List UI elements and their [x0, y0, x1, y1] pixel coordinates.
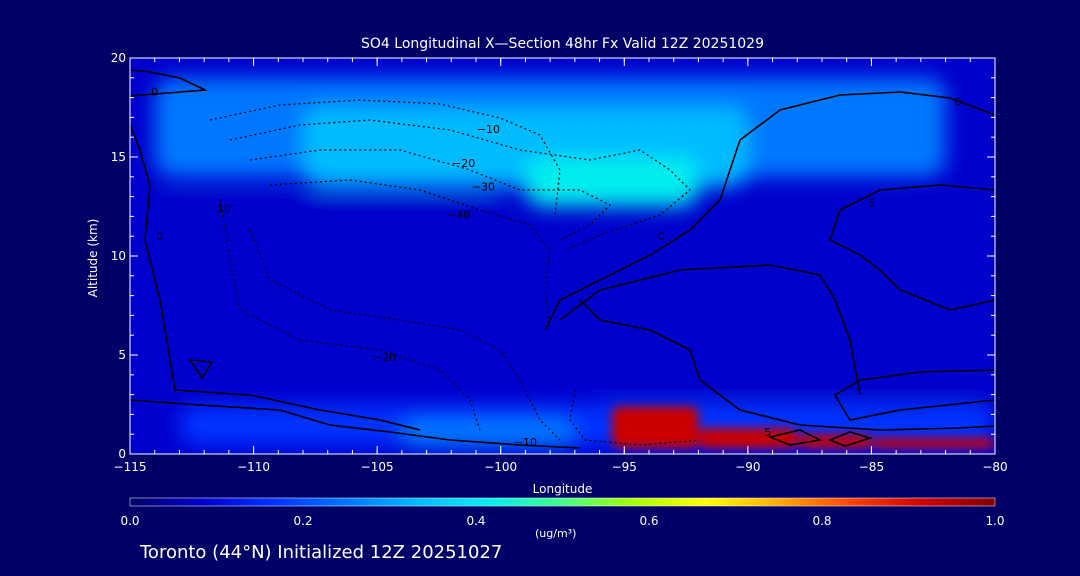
contour-lines	[130, 69, 995, 449]
field-blob	[179, 404, 995, 447]
contour-label: 0	[954, 96, 961, 109]
x-tick-label: −90	[735, 460, 760, 474]
colorbar-tick-label: 0.0	[120, 514, 139, 528]
field-blob	[599, 275, 995, 405]
colorbar-tick-label: 0.8	[812, 514, 831, 528]
x-tick-label: −85	[859, 460, 884, 474]
contour-line	[544, 91, 995, 331]
x-tick-label: −80	[982, 460, 1007, 474]
contour-label: 10	[217, 202, 231, 215]
contour-label: −30	[472, 181, 495, 194]
x-tick-label: −115	[114, 460, 147, 474]
x-tick-label: −100	[484, 460, 517, 474]
y-tick-label: 15	[111, 150, 126, 164]
colorbar-tick-label: 0.6	[639, 514, 658, 528]
x-tick-label: −110	[237, 460, 270, 474]
footer-caption: Toronto (44°N) Initialized 12Z 20251027	[140, 542, 503, 563]
contour-label: −10	[477, 123, 500, 136]
contour-line	[569, 389, 701, 446]
colorbar-tick-label: 0.4	[466, 514, 485, 528]
contour-line	[833, 369, 995, 421]
chart-title: SO4 Longitudinal X—Section 48hr Fx Valid…	[361, 36, 764, 52]
contour-line	[130, 69, 209, 97]
contour-line	[559, 264, 861, 396]
contour-label: 0	[658, 230, 665, 243]
colorbar-bar	[129, 497, 996, 507]
colorbar-unit-label: (ug/m³)	[535, 527, 577, 540]
field-blob	[525, 157, 699, 207]
colorbar-tick-label: 0.2	[293, 514, 312, 528]
x-tick-label: −105	[361, 460, 394, 474]
y-tick-label: 5	[118, 348, 126, 362]
contour-label: −20	[452, 157, 475, 170]
y-axis-label: Altitude (km)	[86, 218, 100, 298]
contour-label: −10	[514, 436, 537, 449]
x-tick-label: −95	[612, 460, 637, 474]
x-axis-label: Longitude	[532, 482, 593, 496]
contour-line	[130, 399, 581, 449]
plume-segment	[698, 428, 798, 449]
colorbar-tick-label: 1.0	[985, 514, 1004, 528]
contour-line	[188, 359, 214, 380]
y-tick-label: 0	[118, 447, 126, 461]
contour-label: 5	[764, 426, 771, 439]
contour-line	[209, 99, 561, 216]
contour-label: 0	[151, 86, 158, 99]
contour-line	[579, 299, 995, 431]
y-tick-label: 10	[111, 249, 126, 263]
contour-label: 5	[868, 197, 875, 210]
contour-line	[827, 431, 873, 447]
contour-line	[130, 124, 421, 431]
contour-line	[229, 119, 691, 251]
plume-segment	[611, 406, 699, 449]
contour-line	[249, 229, 561, 441]
field-blob	[401, 418, 575, 449]
y-tick-label: 20	[111, 51, 126, 65]
contour-label: −20	[373, 351, 396, 364]
concentration-field	[130, 58, 995, 454]
plume-segment	[871, 438, 995, 449]
contour-line	[269, 179, 551, 331]
contour-line	[767, 429, 823, 446]
contour-label: −40	[447, 208, 470, 221]
contour-label: 0	[156, 230, 163, 243]
contour-labels: 0 −10 −20 −30 −40 10 0 0 5 0 −20 −10 5	[151, 86, 961, 449]
field-blob	[154, 196, 501, 336]
contour-line	[829, 184, 995, 311]
colorbar: 0.0 0.2 0.4 0.6 0.8 1.0	[120, 497, 1005, 528]
